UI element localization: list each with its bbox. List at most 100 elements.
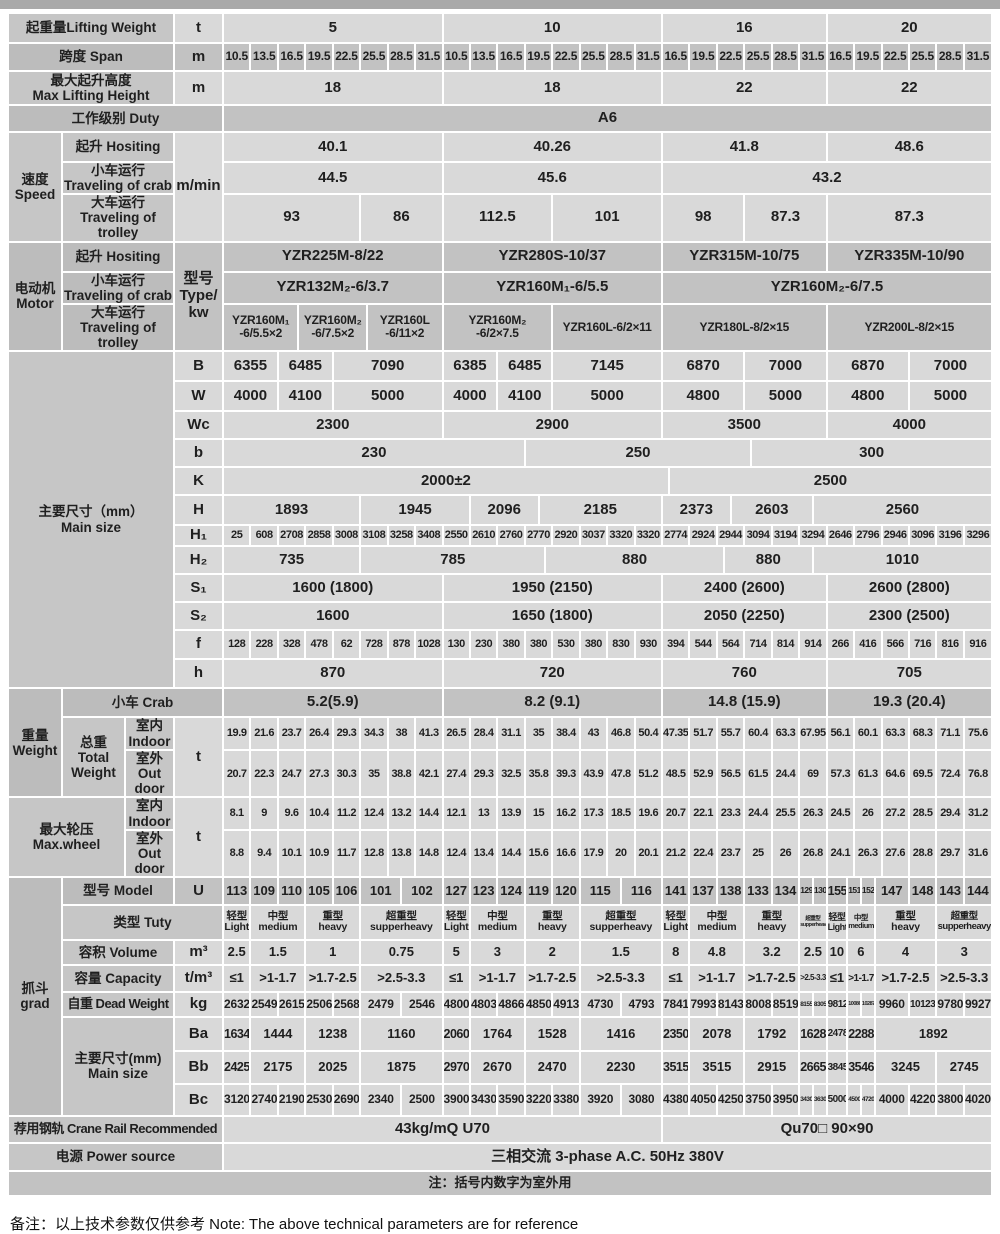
grab-type-cell-7: 超重型 supperheavy (580, 905, 661, 939)
speed-trolley-cell-6: 87.3 (827, 195, 991, 241)
speed-hoisting-label: 起升 Hositing (63, 133, 173, 161)
size-Wc-cell-1: 2900 (443, 412, 661, 439)
grab-capacity-cell-8: ≤1 (663, 965, 689, 991)
span-cell-16: 16.5 (663, 44, 689, 70)
grab-capacity-cell-1: >1-1.7 (251, 965, 305, 991)
grab-model-cell-17: 133 (745, 877, 771, 904)
span-cell-7: 31.5 (416, 44, 442, 70)
grab-model-cell-21: 155 (827, 877, 847, 904)
footer-note: 备注：以上技术参数仅供参考 Note: The above technical … (10, 1215, 579, 1233)
power-source-cell-0: 三相交流 3-phase A.C. 50Hz 380V (224, 1143, 991, 1170)
size-H-cell-3: 2185 (539, 496, 661, 525)
grab-Bc-cell-3: 2530 (306, 1084, 332, 1115)
size-H1-cell-3: 2858 (306, 526, 332, 546)
grab-dead-weight-cell-25: 10123 (909, 992, 936, 1016)
size-W-cell-7: 5000 (745, 382, 826, 411)
span-cell-4: 22.5 (333, 44, 360, 70)
grab-Bc-unit: Bc (175, 1084, 222, 1115)
size-H-cell-6: 2560 (813, 496, 991, 525)
grab-dead-weight-cell-18: 8519 (772, 992, 799, 1016)
grab-type-cell-12: 轻型 Light (827, 905, 847, 939)
weight-total-indoor-cell-4: 29.3 (333, 718, 360, 750)
wheel-indoor-cell-9: 13 (470, 798, 497, 829)
wheel-outdoor-cell-16: 21.2 (663, 830, 689, 876)
weight-total-outdoor-cell-11: 35.8 (525, 751, 552, 797)
weight-total-indoor-cell-13: 43 (580, 718, 607, 750)
max-lifting-height-cell-3: 22 (827, 72, 991, 104)
speed-hoisting-label: 速度 Speed (9, 133, 61, 241)
weight-total-outdoor-cell-3: 27.3 (306, 751, 332, 797)
grab-Bc-cell-26: 3800 (937, 1084, 963, 1115)
size-H1-cell-4: 3008 (333, 526, 360, 546)
grab-model-cell-6: 102 (402, 877, 442, 904)
wheel-outdoor-cell-9: 13.4 (470, 830, 497, 876)
span-label: 跨度 Span (9, 44, 173, 70)
wheel-outdoor-cell-14: 20 (608, 830, 634, 876)
grab-model-cell-19: 129 (800, 877, 812, 904)
span-cell-8: 10.5 (443, 44, 469, 70)
weight-total-indoor-cell-22: 56.1 (827, 718, 854, 750)
size-f-cell-22: 266 (827, 631, 854, 659)
weight-total-outdoor-label: 室外 Out door (126, 751, 173, 797)
size-h-cell-1: 720 (443, 660, 661, 688)
grab-type-cell-10: 重型 heavy (745, 905, 799, 939)
size-H2-cell-0: 735 (224, 547, 360, 574)
grab-model-cell-20: 130 (813, 877, 826, 904)
wheel-outdoor-cell-1: 9.4 (251, 830, 277, 876)
weight-total-indoor-cell-12: 38.4 (553, 718, 579, 750)
size-f-cell-26: 816 (937, 631, 963, 659)
weight-total-outdoor-cell-24: 64.6 (882, 751, 908, 797)
grab-volume-cell-0: 2.5 (224, 940, 250, 964)
grab-Ba-cell-5: 1764 (470, 1017, 524, 1050)
grab-dead-weight-cell-2: 2615 (278, 992, 305, 1016)
grab-dead-weight-cell-24: 9960 (875, 992, 908, 1016)
size-Wc-cell-2: 3500 (663, 412, 826, 439)
wheel-indoor-cell-22: 24.5 (827, 798, 854, 829)
weight-total-indoor-cell-3: 26.4 (306, 718, 332, 750)
grab-Bc-cell-8: 3430 (470, 1084, 497, 1115)
wheel-indoor-cell-10: 13.9 (498, 798, 524, 829)
wheel-indoor-cell-0: 8.1 (224, 798, 250, 829)
span-cell-9: 13.5 (470, 44, 497, 70)
grab-dead-weight-cell-0: 2632 (224, 992, 250, 1016)
size-b-cell-1: 250 (525, 440, 751, 467)
grab-dead-weight-cell-21: 9812 (827, 992, 847, 1016)
size-H-unit: H (175, 496, 222, 525)
size-S2-unit: S₂ (175, 603, 222, 630)
size-S2-cell-0: 1600 (224, 603, 442, 630)
grab-Bc-cell-18: 3950 (772, 1084, 799, 1115)
weight-total-outdoor-cell-14: 47.8 (608, 751, 634, 797)
grab-model-cell-0: 113 (224, 877, 250, 904)
grab-model-cell-4: 106 (333, 877, 360, 904)
size-S1-cell-2: 2400 (2600) (663, 575, 826, 602)
size-h-cell-3: 705 (827, 660, 991, 688)
size-h-unit: h (175, 660, 222, 688)
size-f-cell-15: 930 (635, 631, 661, 659)
grab-model-cell-16: 138 (717, 877, 744, 904)
wheel-outdoor-cell-20: 26 (772, 830, 799, 876)
size-f-cell-18: 564 (717, 631, 744, 659)
motor-crab-cell-1: YZR160M₁-6/5.5 (443, 272, 661, 303)
wheel-indoor-cell-2: 9.6 (278, 798, 305, 829)
size-f-cell-23: 416 (855, 631, 881, 659)
wheel-indoor-cell-24: 27.2 (882, 798, 908, 829)
grab-Bc-cell-7: 3900 (443, 1084, 469, 1115)
grab-Bb-cell-5: 2670 (470, 1051, 524, 1083)
speed-trolley-cell-4: 98 (663, 195, 744, 241)
max-lifting-height-cell-1: 18 (443, 72, 661, 104)
grab-Bc-cell-9: 3590 (498, 1084, 524, 1115)
motor-crab-cell-0: YZR132M₂-6/3.7 (224, 272, 442, 303)
size-B-label: 主要尺寸（mm） Main size (9, 352, 173, 688)
grab-type-cell-6: 重型 heavy (525, 905, 579, 939)
grab-model-cell-23: 152 (861, 877, 874, 904)
size-K-cell-0: 2000±2 (224, 468, 668, 495)
grab-model-cell-14: 141 (663, 877, 689, 904)
grab-capacity-cell-2: >1.7-2.5 (306, 965, 360, 991)
size-h-cell-2: 760 (663, 660, 826, 688)
span-cell-0: 10.5 (224, 44, 250, 70)
size-H1-cell-25: 3096 (909, 526, 936, 546)
wheel-outdoor-cell-5: 12.8 (361, 830, 387, 876)
weight-total-indoor-cell-0: 19.9 (224, 718, 250, 750)
weight-total-outdoor-cell-5: 35 (361, 751, 387, 797)
grab-model-label: 抓斗 grad (9, 877, 61, 1115)
